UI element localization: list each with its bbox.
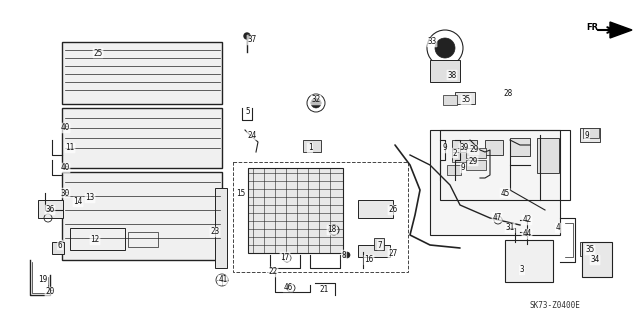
Bar bbox=[430, 60, 460, 82]
Circle shape bbox=[311, 98, 321, 108]
Text: 19: 19 bbox=[38, 276, 47, 285]
Circle shape bbox=[435, 38, 455, 58]
Text: 38: 38 bbox=[447, 70, 456, 79]
Text: 41: 41 bbox=[218, 276, 228, 285]
Text: 30: 30 bbox=[60, 189, 70, 197]
Text: 44: 44 bbox=[522, 229, 532, 239]
Text: 12: 12 bbox=[90, 235, 100, 244]
Polygon shape bbox=[610, 22, 632, 38]
Text: 42: 42 bbox=[522, 216, 532, 225]
Bar bbox=[452, 148, 474, 160]
Text: 32: 32 bbox=[312, 95, 321, 105]
Bar bbox=[505, 240, 553, 282]
Text: 35: 35 bbox=[461, 95, 470, 105]
Text: 29: 29 bbox=[469, 145, 479, 154]
Bar bbox=[128, 232, 158, 247]
Text: 29: 29 bbox=[468, 157, 477, 166]
Text: 34: 34 bbox=[590, 256, 600, 264]
Text: 15: 15 bbox=[236, 189, 246, 197]
Text: 47: 47 bbox=[492, 212, 502, 221]
Text: 16: 16 bbox=[364, 256, 374, 264]
Text: 22: 22 bbox=[268, 268, 278, 277]
Text: 40: 40 bbox=[60, 164, 70, 173]
Text: 24: 24 bbox=[248, 130, 257, 139]
Bar bbox=[466, 160, 486, 170]
Text: 21: 21 bbox=[319, 286, 328, 294]
Text: 9: 9 bbox=[461, 164, 465, 173]
Circle shape bbox=[344, 252, 350, 258]
Text: 14: 14 bbox=[74, 197, 83, 206]
Bar bbox=[358, 245, 390, 257]
Text: 11: 11 bbox=[65, 144, 75, 152]
Bar bbox=[233, 162, 408, 272]
Bar bbox=[466, 148, 486, 158]
Text: 2: 2 bbox=[452, 149, 458, 158]
Text: 39: 39 bbox=[460, 144, 468, 152]
Bar bbox=[70, 228, 125, 250]
Bar bbox=[62, 42, 222, 104]
Text: 9: 9 bbox=[585, 130, 589, 139]
Bar bbox=[215, 188, 227, 268]
Bar bbox=[358, 200, 393, 218]
Bar bbox=[430, 130, 560, 235]
Text: 46: 46 bbox=[284, 283, 292, 292]
Bar bbox=[248, 168, 343, 253]
Text: FR: FR bbox=[586, 24, 598, 33]
Text: 33: 33 bbox=[428, 38, 436, 47]
Bar bbox=[582, 242, 612, 277]
Bar bbox=[62, 172, 222, 260]
Text: 3: 3 bbox=[520, 265, 524, 275]
Bar bbox=[580, 242, 600, 256]
Text: 13: 13 bbox=[85, 194, 95, 203]
Bar bbox=[537, 138, 559, 173]
Text: 37: 37 bbox=[248, 35, 257, 44]
Bar bbox=[447, 165, 461, 175]
Text: 28: 28 bbox=[504, 88, 513, 98]
Bar bbox=[374, 238, 384, 250]
Bar bbox=[452, 152, 468, 162]
Text: 45: 45 bbox=[500, 189, 509, 197]
Bar bbox=[38, 200, 63, 218]
Text: 7: 7 bbox=[378, 241, 382, 249]
Text: 31: 31 bbox=[506, 224, 515, 233]
Text: 6: 6 bbox=[58, 241, 62, 249]
Circle shape bbox=[244, 33, 250, 39]
Text: 25: 25 bbox=[93, 48, 102, 57]
Text: 36: 36 bbox=[45, 205, 54, 214]
Text: SK73-Z0400E: SK73-Z0400E bbox=[529, 300, 580, 309]
Text: 5: 5 bbox=[246, 108, 250, 116]
Bar bbox=[52, 242, 64, 254]
Bar bbox=[580, 128, 600, 142]
Text: 4: 4 bbox=[556, 224, 560, 233]
Bar bbox=[443, 95, 457, 105]
Bar bbox=[583, 128, 599, 138]
Text: 9: 9 bbox=[443, 144, 447, 152]
Bar bbox=[510, 138, 530, 156]
Bar bbox=[455, 92, 475, 104]
Text: 8: 8 bbox=[342, 250, 346, 259]
Text: 1: 1 bbox=[308, 144, 312, 152]
Text: 23: 23 bbox=[211, 227, 220, 236]
Text: 26: 26 bbox=[388, 205, 397, 214]
Bar bbox=[440, 130, 570, 200]
Bar bbox=[452, 140, 477, 155]
Bar bbox=[485, 140, 503, 155]
Bar bbox=[62, 108, 222, 168]
Text: 17: 17 bbox=[280, 253, 290, 262]
Text: 35: 35 bbox=[586, 246, 595, 255]
Text: 18: 18 bbox=[328, 226, 337, 234]
Text: 20: 20 bbox=[45, 287, 54, 296]
Bar bbox=[303, 140, 321, 152]
Text: 27: 27 bbox=[388, 249, 397, 257]
Text: 40: 40 bbox=[60, 123, 70, 132]
